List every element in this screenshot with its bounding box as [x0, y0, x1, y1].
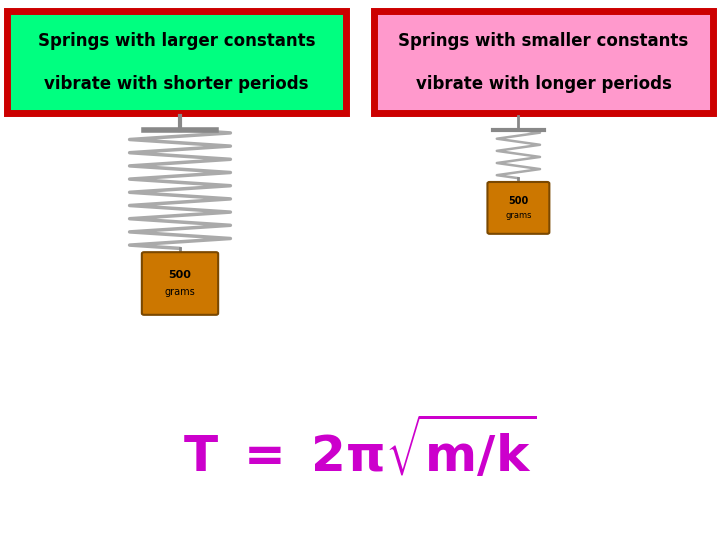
Text: vibrate with longer periods: vibrate with longer periods: [415, 75, 672, 93]
Text: Springs with larger constants: Springs with larger constants: [37, 31, 315, 50]
Text: 500: 500: [168, 269, 192, 280]
Text: grams: grams: [505, 211, 531, 220]
FancyBboxPatch shape: [374, 11, 713, 113]
Text: vibrate with shorter periods: vibrate with shorter periods: [44, 75, 309, 93]
Text: grams: grams: [165, 287, 195, 298]
FancyBboxPatch shape: [7, 11, 346, 113]
FancyBboxPatch shape: [142, 252, 218, 315]
Text: $\mathbf{T\ =\ 2\pi\sqrt{m/k}}$: $\mathbf{T\ =\ 2\pi\sqrt{m/k}}$: [183, 415, 537, 482]
FancyBboxPatch shape: [487, 182, 549, 234]
Text: 500: 500: [508, 195, 528, 206]
Text: Springs with smaller constants: Springs with smaller constants: [398, 31, 689, 50]
